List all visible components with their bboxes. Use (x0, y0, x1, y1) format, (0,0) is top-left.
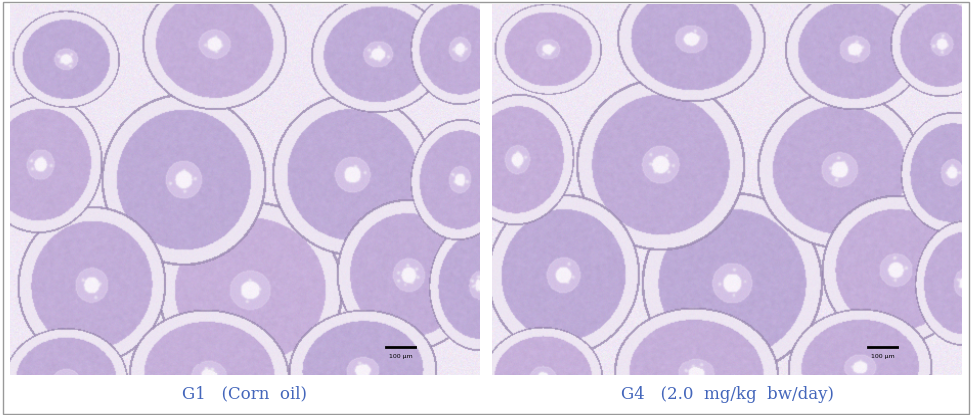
Text: G4   (2.0  mg/kg  bw/day): G4 (2.0 mg/kg bw/day) (620, 386, 834, 403)
Text: 100 μm: 100 μm (389, 354, 412, 359)
Text: G1   (Corn  oil): G1 (Corn oil) (183, 386, 307, 403)
Text: 100 μm: 100 μm (871, 354, 894, 359)
